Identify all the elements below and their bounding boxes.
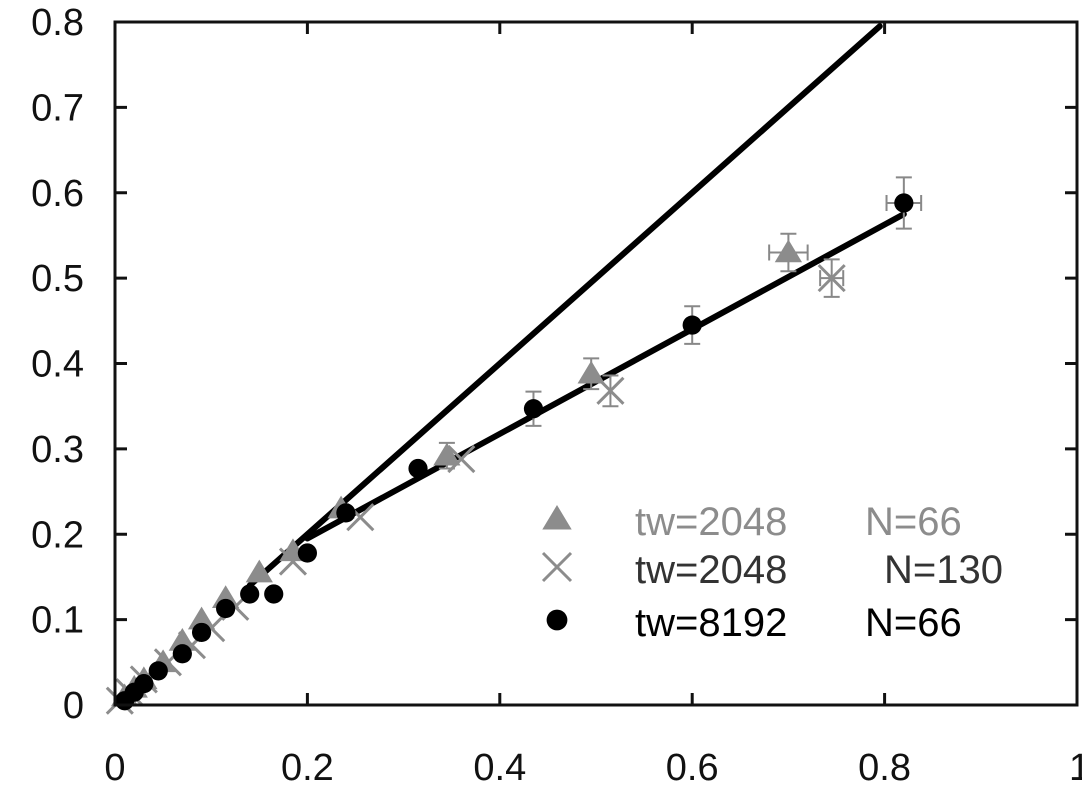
y-tick-label-0: 0 [63,685,84,727]
series-circle [115,176,923,711]
point-triangle-4 [168,627,196,651]
point-cross-9-b [447,445,476,474]
legend-marker-cross [541,551,573,583]
point-cross-10-b [596,376,625,405]
x-tick-label-2: 0.4 [473,747,526,789]
point-circle-9 [297,543,317,563]
point-triangle-10 [433,442,461,466]
fit-lines [246,23,907,589]
x-tick-label-5: 1 [1069,747,1082,789]
point-circle-8 [264,584,284,604]
legend-label-2: tw=8192 [635,601,787,645]
point-circle-2 [134,674,154,694]
point-cross-11-b [817,264,846,293]
tick-labels: 0 0.2 0.4 0.6 0.8 1 0 0.1 0.2 0.3 0.4 0.5 0.6 0.7 0.8 [31,2,1082,789]
point-circle-7 [240,584,260,604]
data-points [105,176,923,715]
point-circle-14 [894,193,914,213]
point-circle-10 [336,503,356,523]
legend-symbol-2 [546,609,568,631]
point-cross-10 [596,376,625,405]
legend-symbol-1-b [541,551,573,583]
legend-symbol-1 [541,551,573,583]
point-circle-6 [216,598,236,619]
point-triangle-7 [245,559,273,583]
legend-label-0: tw=2048 [635,500,787,544]
legend-marker-circle [546,609,568,631]
plot-frame [113,20,1079,707]
legend-entry-triangle: tw=2048 N=66 [542,500,962,544]
point-triangle-12 [774,239,803,263]
series-cross [105,258,846,715]
point-circle-3 [148,661,168,681]
point-cross-9 [447,445,476,474]
legend-entry-cross: tw=2048 N=130 [541,548,1003,592]
point-circle-5 [191,622,212,643]
legend-symbol-0 [542,505,572,530]
y-tick-label-7: 0.7 [31,87,84,129]
y-tick-label-8: 0.8 [31,2,84,44]
point-circle-12 [523,399,544,419]
y-tick-label-2: 0.2 [31,514,84,556]
legend: tw=2048 N=66 tw=2048 N=130 tw=8192 N=66 [541,500,1003,645]
x-tick-label-1: 0.2 [281,747,334,789]
x-tick-label-4: 0.8 [858,747,911,789]
point-circle-13 [682,315,702,335]
x-tick-label-0: 0 [104,747,125,789]
legend-marker-triangle [542,505,572,530]
point-cross-11 [817,264,846,293]
fit-line-0 [246,23,883,589]
y-tick-label-1: 0.1 [31,600,84,642]
legend-n-label-0: N=66 [865,500,962,544]
point-cross-8-b [346,503,375,532]
y-tick-label-5: 0.5 [31,258,84,300]
y-tick-label-6: 0.6 [31,173,84,215]
point-circle-4 [172,644,192,664]
y-tick-label-3: 0.3 [31,429,84,471]
legend-entry-circle: tw=8192 N=66 [546,601,962,645]
x-tick-label-3: 0.6 [666,747,719,789]
legend-label-1: tw=2048 [635,548,787,592]
point-circle-11 [408,458,428,479]
y-tick-label-4: 0.4 [31,344,84,386]
legend-n-label-2: N=66 [865,601,962,645]
legend-n-label-1: N=130 [884,548,1003,592]
